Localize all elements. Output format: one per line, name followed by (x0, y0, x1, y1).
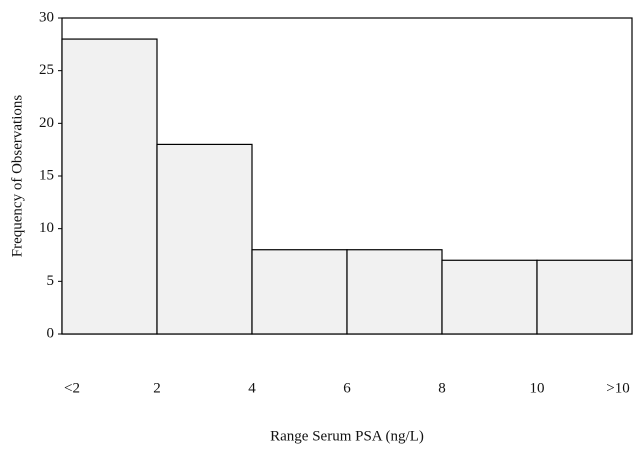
y-tick-label: 15 (39, 167, 54, 183)
bar (156, 143, 253, 335)
x-tick-label: >10 (606, 380, 629, 396)
y-tick-label: 25 (39, 62, 54, 78)
bar (441, 259, 538, 335)
bar (61, 38, 158, 335)
bar (346, 249, 443, 335)
y-tick-label: 20 (39, 115, 54, 131)
y-tick-label: 10 (39, 220, 54, 236)
x-tick-label: 2 (153, 380, 161, 396)
y-tick-label: 5 (47, 273, 55, 289)
x-tick-label: 8 (438, 380, 446, 396)
x-tick-label: 6 (343, 380, 351, 396)
bar (251, 249, 348, 335)
x-tick-label: <2 (64, 380, 80, 396)
x-axis-title: Range Serum PSA (ng/L) (270, 428, 424, 444)
y-tick-label: 0 (47, 325, 55, 341)
y-axis-title: Frequency of Observations (9, 95, 25, 258)
y-tick-label: 30 (39, 9, 54, 25)
x-tick-label: 4 (248, 380, 256, 396)
bar (536, 259, 633, 335)
x-tick-label: 10 (530, 380, 545, 396)
